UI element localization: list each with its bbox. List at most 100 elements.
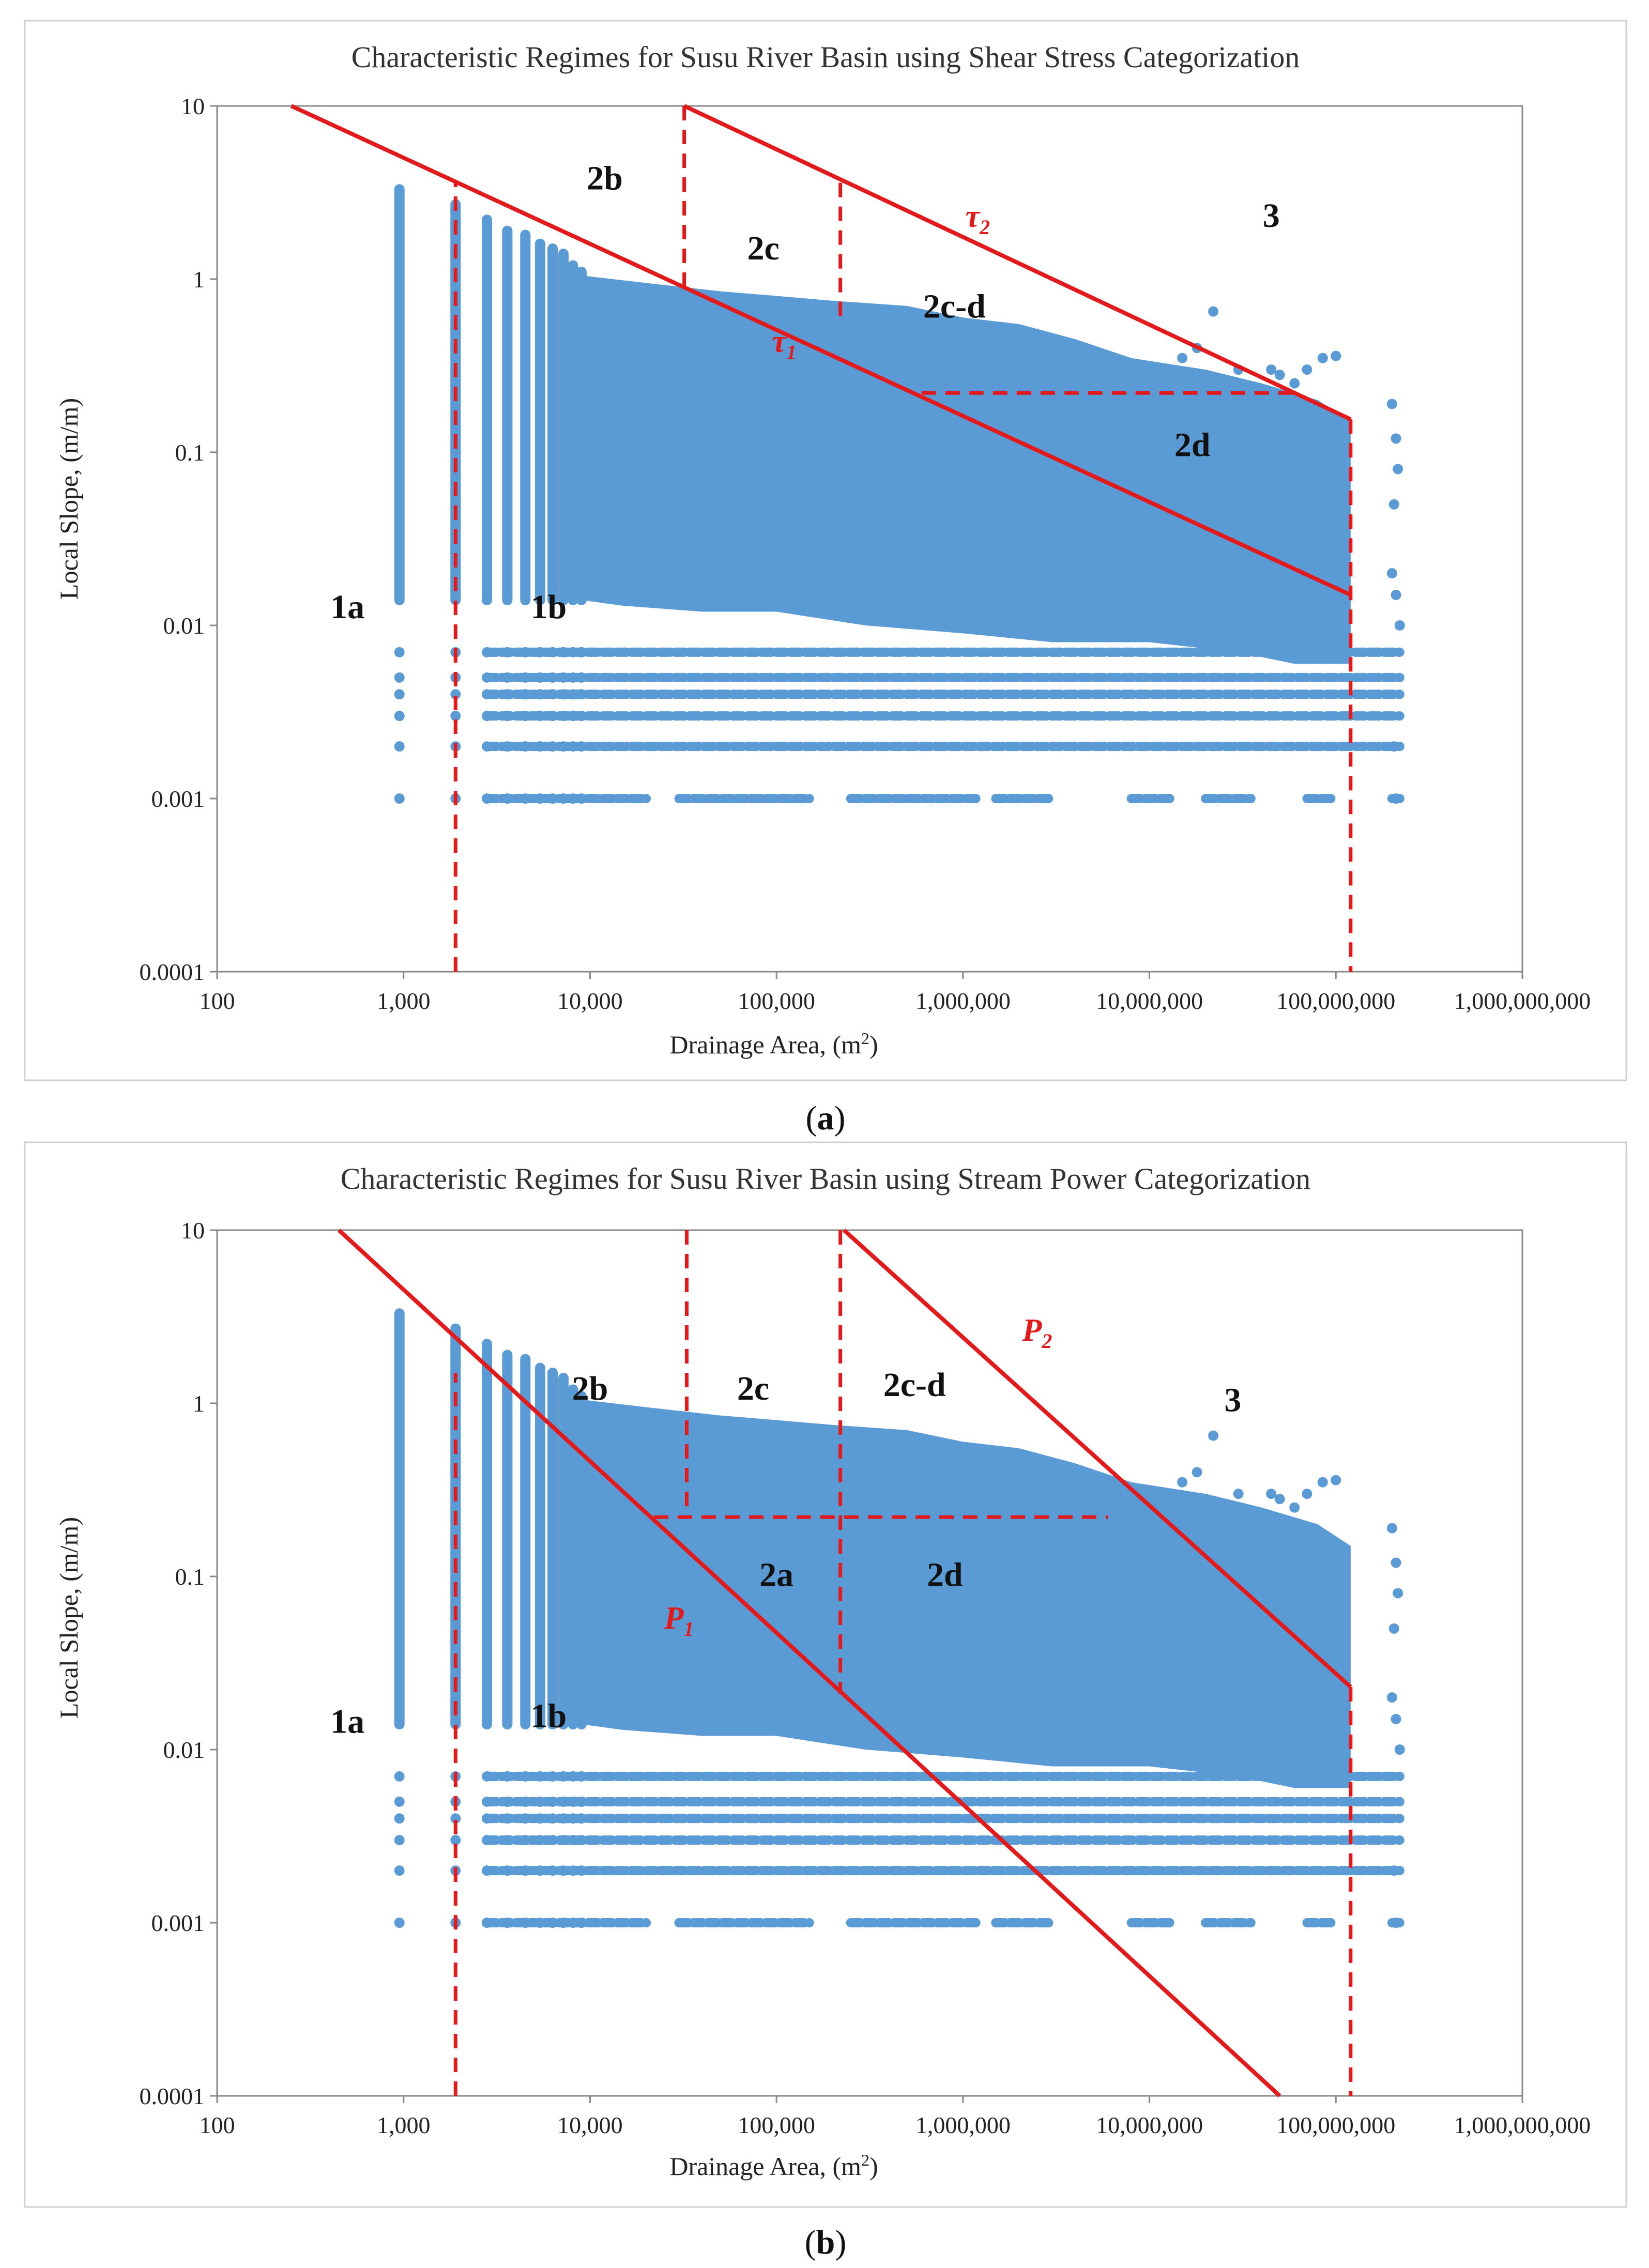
panel-b-plot-border bbox=[216, 1229, 1523, 2097]
panel-b-x-tick-label: 1,000,000,000 bbox=[1454, 2112, 1591, 2138]
panel-b-y-tick-label: 0.1 bbox=[175, 1564, 205, 1590]
panel-b-caption: (b) bbox=[805, 2224, 847, 2261]
panel-b-x-tick-label: 10,000,000 bbox=[1096, 2112, 1203, 2138]
panel-a-y-tick-label: 10 bbox=[181, 93, 205, 119]
panel-b-data-point bbox=[1208, 1430, 1219, 1441]
panel-a-data-point bbox=[1393, 464, 1403, 474]
panel-a-x-tick-label: 100,000 bbox=[738, 988, 815, 1014]
panel-a-threshold-line-tau2 bbox=[683, 104, 1352, 421]
panel-b-plot-area: 0.0001 0.001 0.01 0.1 1 10 100 1,000 10,000 100,0… bbox=[140, 1217, 1591, 2138]
panel-a-y-tick-label: 1 bbox=[193, 266, 205, 293]
panel-a-data-point bbox=[1388, 741, 1399, 752]
panel-b-data-point bbox=[1289, 1640, 1300, 1651]
panel-b-threshold-line-p1 bbox=[337, 1229, 1281, 2097]
panel-b-data-point bbox=[1233, 1489, 1244, 1499]
panel-a-threshold-line-tau1 bbox=[290, 104, 1352, 597]
panel-b-region-label: 2c-d bbox=[883, 1366, 946, 1404]
panel-b-data-point bbox=[1388, 1865, 1399, 1876]
panel-a-x-tick-label: 1,000,000,000 bbox=[1454, 988, 1591, 1014]
panel-a-data-point bbox=[394, 741, 405, 752]
panel-b-y-tick-label: 0.01 bbox=[163, 1737, 205, 1763]
panel-b-data-point bbox=[394, 1865, 405, 1876]
panel-b-y-tick-label: 10 bbox=[181, 1217, 205, 1244]
panel-b-data-points bbox=[394, 1308, 1405, 1928]
panel-b-y-tick-label: 0.0001 bbox=[140, 2083, 205, 2109]
panel-b-data-point bbox=[394, 1835, 405, 1846]
panel-a-y-tick-label: 0.0001 bbox=[140, 959, 205, 985]
panel-a-data-point bbox=[1391, 793, 1401, 804]
panel-b-region-label: 1a bbox=[330, 1703, 364, 1741]
panel-a-data-point bbox=[1391, 590, 1401, 601]
panel-b-data-point bbox=[394, 1796, 405, 1807]
panel-a-region-label: 2d bbox=[1174, 426, 1211, 464]
panel-a-xlabel: Drainage Area, (m2) bbox=[669, 1029, 878, 1059]
panel-a-data-point bbox=[1208, 306, 1219, 317]
panel-a-data-point bbox=[394, 689, 405, 700]
panel-a-shear-stress: Characteristic Regimes for Susu River Ba… bbox=[24, 20, 1627, 1081]
panel-b-data-point bbox=[394, 1771, 405, 1782]
panel-a-plot-border bbox=[216, 105, 1523, 973]
panel-a-line-label-main: τ bbox=[772, 324, 787, 359]
panel-b-data-point bbox=[1394, 1744, 1405, 1755]
panel-a-xlabel-end: ) bbox=[869, 1030, 878, 1059]
panel-b-region-label: 3 bbox=[1224, 1381, 1241, 1419]
panel-b-data-point bbox=[1391, 1918, 1401, 1928]
panel-a-caption: (a) bbox=[806, 1099, 846, 1137]
panel-a-data-point bbox=[1245, 538, 1256, 548]
panel-a-line-label: τ2 bbox=[966, 199, 990, 239]
panel-a-data-point bbox=[1289, 378, 1300, 389]
panel-a-data-point bbox=[394, 647, 405, 657]
panel-b-data-point bbox=[1302, 1489, 1312, 1499]
panel-a-data-point bbox=[1391, 433, 1401, 444]
panel-b-data-point bbox=[1317, 1477, 1328, 1488]
panel-b-x-tick-label: 100,000,000 bbox=[1276, 2112, 1395, 2138]
panel-b-xlabel-sup: 2 bbox=[861, 2151, 869, 2169]
panel-a-data-point bbox=[1312, 590, 1323, 601]
panel-b-data-point bbox=[1388, 1623, 1399, 1634]
panel-b-data-point bbox=[450, 1813, 461, 1824]
panel-a-region-label: 2c-d bbox=[923, 287, 986, 325]
panel-b-caption-letter: b bbox=[816, 2224, 835, 2261]
panel-b-line-label-main: P bbox=[1021, 1313, 1042, 1348]
panel-b-data-point bbox=[1393, 1588, 1403, 1599]
panel-b-ylabel: Local Slope, (m/m) bbox=[54, 1517, 83, 1719]
panel-b-data-point bbox=[1274, 1494, 1285, 1505]
panel-a-region-label: 2b bbox=[587, 159, 623, 197]
panel-b-data-point bbox=[1312, 1714, 1323, 1725]
panel-b-region-label: 2c bbox=[737, 1370, 769, 1407]
panel-b-line-label-main: P bbox=[664, 1601, 684, 1636]
panel-a-plot-area: 0.0001 0.001 0.01 0.1 1 10 100 1,000 10,000 100,0… bbox=[140, 93, 1591, 1014]
panel-a-data-point bbox=[1386, 399, 1397, 409]
panel-b-y-tick-label: 1 bbox=[193, 1390, 205, 1417]
panel-b-region-label: 2a bbox=[759, 1556, 793, 1594]
panel-a-data-point bbox=[1289, 516, 1300, 527]
panel-a-data-point bbox=[1317, 353, 1328, 363]
panel-a-data-point bbox=[450, 689, 461, 700]
panel-a-data-point bbox=[1177, 353, 1188, 363]
panel-a-ylabel: Local Slope, (m/m) bbox=[54, 398, 83, 600]
panel-b-data-point bbox=[394, 1918, 405, 1928]
panel-b-line-label-sub: 1 bbox=[683, 1617, 694, 1641]
panel-b-data-point bbox=[1386, 1692, 1397, 1703]
panel-a-data-point bbox=[1159, 433, 1170, 444]
panel-a-data-point bbox=[1266, 364, 1277, 375]
panel-b-data-point bbox=[1331, 1475, 1341, 1485]
panel-b-data-point bbox=[1192, 1467, 1202, 1478]
panel-b-data-point bbox=[1391, 1557, 1401, 1568]
panel-b-region-label: 1b bbox=[531, 1697, 567, 1735]
panel-b-data-point bbox=[1266, 1489, 1277, 1499]
panel-a-data-point bbox=[1302, 364, 1312, 375]
panel-b-threshold-line-p2 bbox=[842, 1229, 1352, 1689]
panel-b-data-point bbox=[1245, 1662, 1256, 1673]
panel-a-data-point bbox=[394, 672, 405, 683]
panel-a-data-point bbox=[1274, 370, 1285, 380]
panel-a-region-label: 3 bbox=[1263, 197, 1280, 235]
panel-a-xlabel-main: Drainage Area, (m bbox=[669, 1030, 861, 1059]
panel-b-data-point bbox=[1289, 1502, 1300, 1513]
panel-b-data-point bbox=[1218, 1623, 1229, 1634]
panel-a-line-label-main: τ bbox=[966, 199, 981, 234]
panel-b-data-point bbox=[1177, 1477, 1188, 1488]
panel-a-data-point bbox=[1388, 499, 1399, 510]
panel-a-line-label-sub: 2 bbox=[979, 216, 990, 239]
